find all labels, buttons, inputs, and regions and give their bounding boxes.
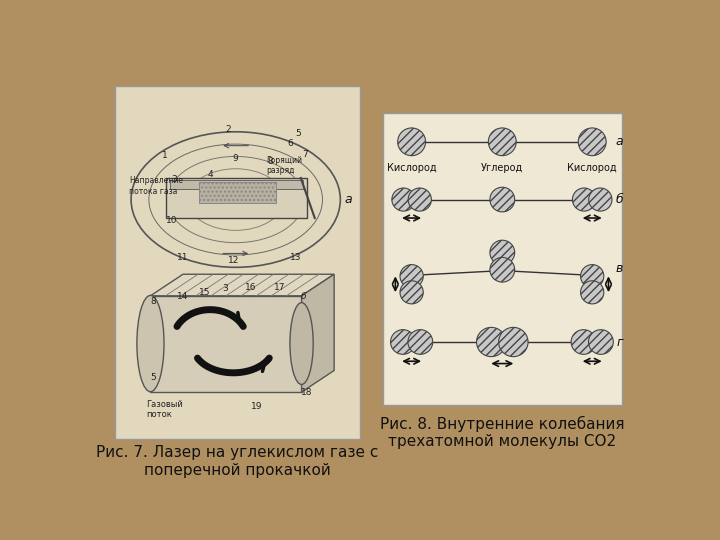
Text: 5: 5	[294, 129, 300, 138]
Text: 15: 15	[199, 288, 210, 297]
FancyBboxPatch shape	[383, 112, 621, 405]
Text: а: а	[616, 136, 624, 148]
Text: 17: 17	[274, 283, 286, 292]
Text: 6: 6	[288, 139, 294, 148]
Text: в: в	[616, 262, 624, 275]
Ellipse shape	[137, 295, 164, 391]
Ellipse shape	[290, 302, 313, 384]
Polygon shape	[150, 274, 334, 296]
Text: 7: 7	[302, 150, 308, 159]
Circle shape	[397, 128, 426, 156]
Text: г: г	[616, 335, 624, 348]
Text: Рис. 8. Внутренние колебания
трехатомной молекулы СО2: Рис. 8. Внутренние колебания трехатомной…	[380, 416, 624, 449]
Text: Газовый
поток: Газовый поток	[145, 400, 183, 419]
Circle shape	[490, 258, 515, 282]
Text: Горящий
разряд: Горящий разряд	[266, 156, 302, 175]
Text: 8: 8	[150, 298, 156, 306]
Circle shape	[390, 330, 415, 354]
Circle shape	[572, 188, 595, 211]
Circle shape	[400, 281, 423, 304]
Text: Углерод: Углерод	[481, 164, 523, 173]
Text: 12: 12	[228, 256, 239, 265]
Circle shape	[490, 240, 515, 265]
Circle shape	[477, 327, 506, 356]
Text: 18: 18	[301, 388, 312, 397]
Text: 2: 2	[225, 125, 231, 134]
Text: 10: 10	[166, 215, 177, 225]
Circle shape	[400, 265, 423, 288]
Text: Рис. 7. Лазер на углекислом газе с
поперечной прокачкой: Рис. 7. Лазер на углекислом газе с попер…	[96, 445, 379, 477]
Circle shape	[580, 281, 604, 304]
Circle shape	[588, 330, 613, 354]
Text: 9: 9	[233, 154, 238, 163]
Circle shape	[499, 327, 528, 356]
Text: 13: 13	[289, 253, 301, 262]
Text: Направление
потока газа: Направление потока газа	[129, 177, 183, 196]
Text: б: б	[616, 193, 624, 206]
Polygon shape	[150, 296, 302, 392]
FancyBboxPatch shape	[114, 86, 360, 439]
Circle shape	[488, 128, 516, 156]
Bar	[199, 182, 276, 204]
Text: 8: 8	[268, 157, 274, 166]
Circle shape	[392, 188, 415, 211]
Text: Кислород: Кислород	[387, 164, 436, 173]
Text: 14: 14	[177, 292, 189, 301]
Text: б: б	[300, 292, 306, 301]
Text: 11: 11	[177, 253, 189, 262]
Bar	[170, 179, 303, 189]
Text: Кислород: Кислород	[567, 164, 617, 173]
Text: 5: 5	[150, 373, 156, 382]
Text: 3: 3	[222, 284, 228, 293]
Text: 16: 16	[245, 283, 256, 292]
Circle shape	[580, 265, 604, 288]
Polygon shape	[302, 274, 334, 392]
Text: а: а	[344, 193, 352, 206]
Circle shape	[490, 187, 515, 212]
Circle shape	[408, 330, 433, 354]
Bar	[166, 178, 307, 218]
Text: 1: 1	[162, 151, 168, 160]
Circle shape	[571, 330, 596, 354]
Circle shape	[408, 188, 431, 211]
Text: 4: 4	[207, 170, 213, 179]
Text: 3: 3	[171, 175, 176, 184]
Circle shape	[578, 128, 606, 156]
Circle shape	[589, 188, 612, 211]
Text: 19: 19	[251, 402, 262, 411]
